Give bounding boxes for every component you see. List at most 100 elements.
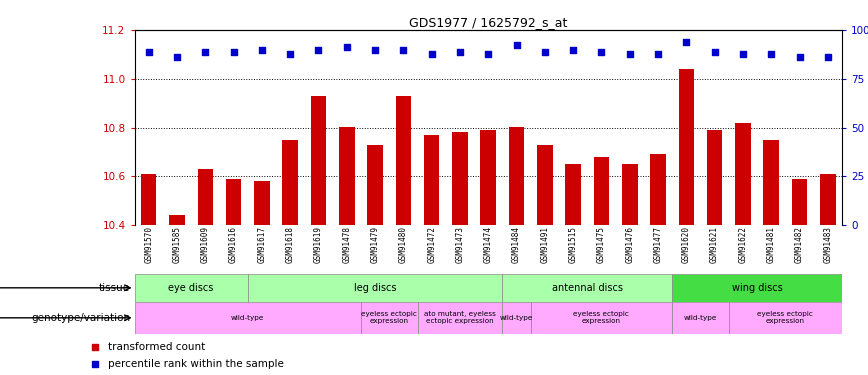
Bar [424, 135, 439, 225]
Text: eye discs: eye discs [168, 283, 214, 293]
Point [424, 51, 438, 57]
Text: transformed count: transformed count [108, 342, 205, 352]
Text: genotype/variation: genotype/variation [31, 313, 130, 323]
Title: GDS1977 / 1625792_s_at: GDS1977 / 1625792_s_at [409, 16, 568, 29]
Bar [226, 179, 241, 225]
Point [283, 51, 297, 57]
Text: GSM91609: GSM91609 [201, 226, 210, 263]
Point [622, 51, 636, 57]
Bar [792, 179, 807, 225]
Point [494, 284, 508, 290]
Bar [135, 302, 361, 334]
Text: antennal discs: antennal discs [552, 283, 622, 293]
Text: GSM91478: GSM91478 [342, 226, 352, 263]
Text: GSM91620: GSM91620 [682, 226, 691, 263]
Point [397, 46, 411, 53]
Bar [396, 96, 411, 225]
Point [198, 49, 212, 55]
Bar [141, 174, 156, 225]
Text: GSM91479: GSM91479 [371, 226, 379, 263]
Bar [247, 274, 503, 302]
Text: ato mutant, eyeless
ectopic expression: ato mutant, eyeless ectopic expression [424, 311, 496, 324]
Point [494, 130, 508, 136]
Text: GSM91483: GSM91483 [824, 226, 832, 263]
Point [453, 49, 467, 55]
Text: wing discs: wing discs [732, 283, 782, 293]
Point [368, 46, 382, 53]
Bar [198, 169, 213, 225]
Point [538, 49, 552, 55]
Point [510, 42, 523, 48]
Point [595, 49, 608, 55]
Bar [254, 181, 270, 225]
Bar [503, 274, 672, 302]
Bar [418, 302, 503, 334]
Text: GSM91618: GSM91618 [286, 226, 294, 263]
Point [651, 51, 665, 57]
Point [764, 51, 778, 57]
Text: wild-type: wild-type [500, 315, 533, 321]
Point [792, 54, 806, 60]
Point [339, 44, 354, 50]
Bar [565, 164, 581, 225]
Text: GSM91480: GSM91480 [399, 226, 408, 263]
Point [821, 54, 835, 60]
Text: wild-type: wild-type [231, 315, 265, 321]
Bar [509, 128, 524, 225]
Text: GSM91477: GSM91477 [654, 226, 662, 263]
Bar [820, 174, 836, 225]
Bar [481, 130, 496, 225]
Bar [452, 132, 468, 225]
Bar [622, 164, 637, 225]
Text: GSM91484: GSM91484 [512, 226, 521, 263]
Bar [503, 302, 530, 334]
Bar [729, 302, 842, 334]
Bar [537, 144, 553, 225]
Bar [735, 123, 751, 225]
Text: GSM91476: GSM91476 [625, 226, 635, 263]
Point [255, 46, 269, 53]
Point [312, 46, 326, 53]
Text: GSM91475: GSM91475 [597, 226, 606, 263]
Text: eyeless ectopic
expression: eyeless ectopic expression [361, 311, 418, 324]
Text: GSM91491: GSM91491 [541, 226, 549, 263]
Bar [672, 302, 729, 334]
Text: GSM91482: GSM91482 [795, 226, 804, 263]
Point [481, 51, 495, 57]
Bar [594, 157, 609, 225]
Text: eyeless ectopic
expression: eyeless ectopic expression [574, 311, 629, 324]
Bar [339, 128, 354, 225]
Point [566, 46, 580, 53]
Text: GSM91474: GSM91474 [483, 226, 493, 263]
Text: GSM91619: GSM91619 [314, 226, 323, 263]
Text: GSM91473: GSM91473 [456, 226, 464, 263]
Text: GSM91472: GSM91472 [427, 226, 436, 263]
Text: GSM91621: GSM91621 [710, 226, 719, 263]
Text: percentile rank within the sample: percentile rank within the sample [108, 359, 284, 369]
Bar [169, 215, 185, 225]
Text: GSM91617: GSM91617 [258, 226, 266, 263]
Point [227, 49, 240, 55]
Point [736, 51, 750, 57]
Bar [650, 154, 666, 225]
Text: tissue: tissue [99, 283, 130, 293]
Text: GSM91616: GSM91616 [229, 226, 238, 263]
Bar [672, 274, 842, 302]
Bar [764, 140, 779, 225]
Bar [679, 69, 694, 225]
Text: GSM91570: GSM91570 [144, 226, 153, 263]
Text: GSM91481: GSM91481 [766, 226, 776, 263]
Point [707, 49, 721, 55]
Text: leg discs: leg discs [354, 283, 397, 293]
Text: GSM91515: GSM91515 [569, 226, 577, 263]
Text: eyeless ectopic
expression: eyeless ectopic expression [758, 311, 813, 324]
Bar [707, 130, 722, 225]
Text: GSM91585: GSM91585 [173, 226, 181, 263]
Point [680, 39, 694, 45]
Text: GSM91622: GSM91622 [739, 226, 747, 263]
Bar [361, 302, 418, 334]
Bar [311, 96, 326, 225]
Point [170, 54, 184, 60]
Bar [135, 274, 247, 302]
Point [141, 49, 155, 55]
